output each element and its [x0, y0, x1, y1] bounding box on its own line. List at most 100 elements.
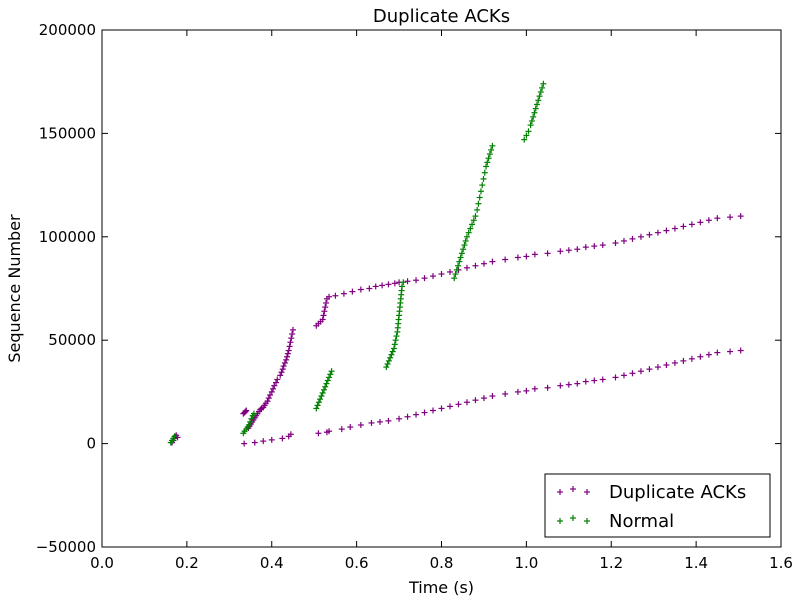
data-point: [379, 282, 386, 289]
x-tick-label: 1.2: [599, 554, 623, 572]
y-tick: 100000: [39, 228, 781, 246]
data-point: [737, 213, 744, 220]
data-point: [280, 363, 287, 370]
data-points: [167, 80, 744, 447]
data-point: [481, 169, 488, 176]
data-point: [326, 428, 333, 435]
y-tick-label: 100000: [39, 228, 96, 246]
y-tick-label: 200000: [39, 21, 96, 39]
data-point: [540, 80, 547, 87]
data-point: [391, 341, 398, 348]
data-point: [267, 392, 274, 399]
data-point: [565, 247, 572, 254]
x-tick: 0.8: [430, 30, 454, 572]
y-tick-label: 150000: [39, 124, 96, 142]
data-point: [697, 353, 704, 360]
data-point: [456, 258, 463, 265]
data-point: [285, 347, 292, 354]
data-point: [488, 146, 495, 153]
data-point: [338, 426, 345, 433]
data-point: [283, 356, 290, 363]
y-tick-label: −50000: [36, 538, 96, 556]
data-point: [322, 304, 329, 311]
data-point: [324, 377, 331, 384]
data-point: [480, 395, 487, 402]
x-tick-label: 0.2: [175, 554, 199, 572]
x-tick-label: 1.6: [769, 554, 793, 572]
data-point: [446, 403, 453, 410]
data-point: [452, 271, 459, 278]
x-tick-label: 1.4: [684, 554, 708, 572]
data-point: [612, 240, 619, 247]
data-point: [472, 213, 479, 220]
data-point: [264, 398, 271, 405]
data-point: [469, 221, 476, 228]
data-point: [349, 288, 356, 295]
y-axis-label: Sequence Number: [5, 214, 24, 363]
data-point: [247, 418, 254, 425]
data-point: [400, 279, 407, 286]
x-tick: 0.4: [260, 30, 284, 572]
data-point: [705, 351, 712, 358]
data-point: [270, 385, 277, 392]
data-point: [463, 264, 470, 271]
data-point: [531, 109, 538, 116]
data-point: [472, 262, 479, 269]
y-tick: 0: [86, 435, 781, 453]
data-point: [557, 382, 564, 389]
x-tick-label: 0.8: [430, 554, 454, 572]
data-point: [357, 421, 364, 428]
chart-title: Duplicate ACKs: [373, 6, 510, 27]
data-point: [697, 219, 704, 226]
data-point: [383, 364, 390, 371]
data-point: [284, 353, 291, 360]
data-point: [390, 345, 397, 352]
data-point: [663, 227, 670, 234]
x-tick: 0.2: [175, 30, 199, 572]
data-point: [281, 359, 288, 366]
data-point: [455, 262, 462, 269]
data-point: [385, 281, 392, 288]
x-tick: 0.6: [345, 30, 369, 572]
data-point: [323, 299, 330, 306]
data-point: [629, 370, 636, 377]
data-point: [457, 254, 464, 261]
data-point: [313, 405, 320, 412]
x-tick: 1.2: [599, 30, 623, 572]
data-point: [480, 175, 487, 182]
legend-entry: Normal: [557, 511, 674, 532]
data-point: [465, 229, 472, 236]
data-point: [366, 285, 373, 292]
legend-marker: [557, 518, 563, 524]
data-point: [502, 256, 509, 263]
data-point: [265, 395, 272, 402]
series-normal: [167, 80, 547, 446]
data-point: [485, 155, 492, 162]
data-point: [467, 225, 474, 232]
data-point: [574, 246, 581, 253]
data-point: [582, 378, 589, 385]
data-point: [535, 97, 542, 104]
data-point: [326, 374, 333, 381]
data-point: [315, 399, 322, 406]
data-point: [320, 386, 327, 393]
data-point: [421, 275, 428, 282]
data-point: [727, 348, 734, 355]
data-point: [430, 407, 437, 414]
data-point: [323, 380, 330, 387]
data-point: [413, 277, 420, 284]
data-point: [396, 415, 403, 422]
data-point: [461, 242, 468, 249]
data-point: [317, 396, 324, 403]
data-point: [663, 362, 670, 369]
x-tick-label: 1.0: [514, 554, 538, 572]
data-point: [460, 246, 467, 253]
data-point: [242, 408, 249, 415]
data-point: [533, 101, 540, 108]
data-point: [340, 290, 347, 297]
data-point: [278, 369, 285, 376]
data-point: [489, 393, 496, 400]
data-point: [476, 194, 483, 201]
data-point: [654, 229, 661, 236]
data-point: [328, 368, 335, 375]
